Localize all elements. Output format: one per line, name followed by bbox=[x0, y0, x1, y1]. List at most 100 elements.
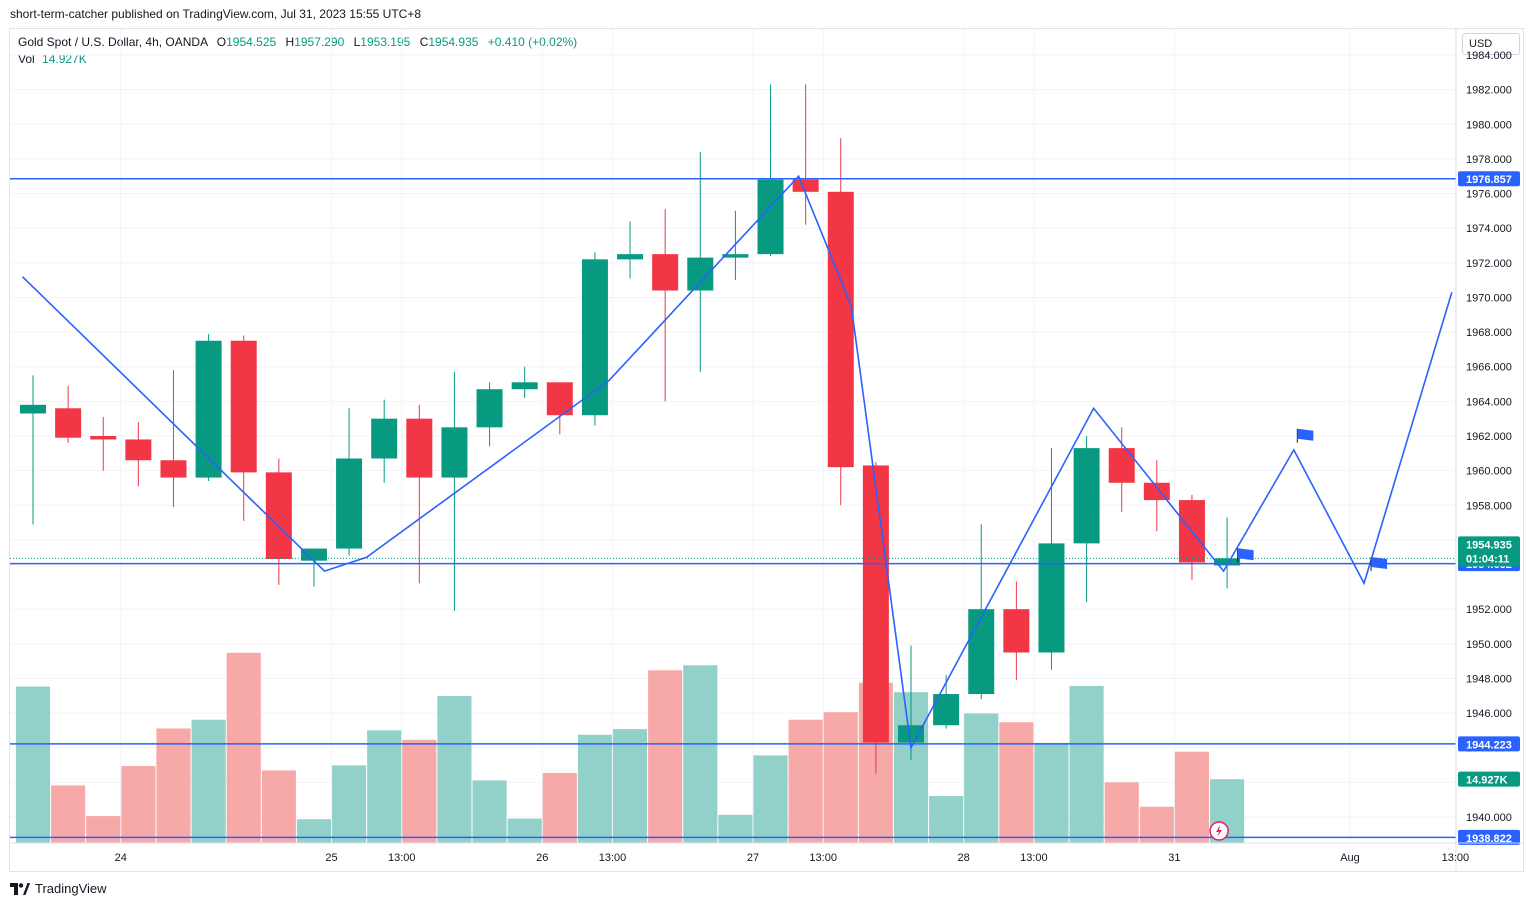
volume-bar bbox=[753, 755, 788, 843]
candle-body bbox=[265, 472, 292, 559]
candle-body bbox=[617, 254, 644, 260]
y-axis: 1940.0001942.0001944.0001946.0001948.000… bbox=[1466, 50, 1512, 824]
price-tag-box bbox=[1458, 829, 1520, 845]
y-tick-label: 1950.000 bbox=[1466, 639, 1512, 651]
volume-bar bbox=[367, 730, 402, 843]
price-tag-box bbox=[1458, 536, 1520, 567]
volume-value: 14.927K bbox=[42, 52, 87, 66]
y-tick-label: 1978.000 bbox=[1466, 154, 1512, 166]
y-tick-label: 1976.000 bbox=[1466, 189, 1512, 201]
tradingview-logo-icon bbox=[10, 882, 30, 895]
volume-bar bbox=[999, 722, 1034, 843]
brand-label: TradingView bbox=[35, 881, 107, 896]
volume-bar bbox=[1034, 742, 1069, 843]
volume-bar bbox=[261, 770, 296, 843]
price-tag-label: 1954.935 bbox=[1466, 539, 1512, 551]
volume-bar bbox=[402, 739, 437, 843]
zigzag-projection bbox=[21, 174, 1453, 751]
x-tick-label: 26 bbox=[536, 852, 548, 864]
volume-bar bbox=[648, 670, 683, 843]
symbol-title[interactable]: Gold Spot / U.S. Dollar, 4h, OANDA bbox=[18, 35, 208, 49]
volume-bar bbox=[296, 819, 332, 843]
volume-legend: Vol 14.927K bbox=[18, 52, 87, 66]
ohlc-legend: Gold Spot / U.S. Dollar, 4h, OANDA O1954… bbox=[18, 35, 577, 49]
candle-body bbox=[827, 191, 854, 468]
volume-bar bbox=[191, 719, 226, 843]
price-tag-label: 1944.223 bbox=[1466, 739, 1512, 751]
candles bbox=[20, 84, 1241, 774]
y-tick-label: 1972.000 bbox=[1466, 258, 1512, 270]
volume-bar bbox=[121, 766, 156, 843]
volume-bar bbox=[332, 765, 367, 843]
candle-body bbox=[898, 725, 924, 743]
volume-bar bbox=[683, 665, 718, 843]
y-tick-label: 1968.000 bbox=[1466, 327, 1512, 339]
y-tick-label: 1980.000 bbox=[1466, 119, 1512, 131]
volume-bar bbox=[86, 816, 121, 843]
price-tag-box bbox=[1458, 171, 1520, 187]
volume-bar bbox=[507, 818, 542, 843]
x-tick-label: 13:00 bbox=[388, 852, 416, 864]
volume-bar bbox=[15, 686, 51, 843]
y-tick-label: 1946.000 bbox=[1466, 708, 1512, 720]
currency-selector[interactable]: USD bbox=[1462, 33, 1520, 55]
price-tag-label: 01:04:11 bbox=[1466, 553, 1509, 565]
volume-bar bbox=[542, 772, 577, 843]
volume-bar bbox=[964, 713, 999, 843]
candle-body bbox=[476, 389, 503, 428]
y-tick-label: 1974.000 bbox=[1466, 223, 1512, 235]
x-tick-label: 13:00 bbox=[599, 852, 627, 864]
y-tick-label: 1958.000 bbox=[1466, 500, 1512, 512]
close-label: C bbox=[419, 35, 429, 49]
volume-bar bbox=[577, 734, 612, 843]
flags bbox=[1237, 428, 1388, 571]
price-tag-label: 1938.822 bbox=[1466, 833, 1512, 845]
flag-icon bbox=[1371, 556, 1388, 569]
volume-bar bbox=[612, 729, 648, 843]
high-label: H bbox=[285, 35, 295, 49]
candle-body bbox=[406, 418, 433, 478]
candle-body bbox=[1143, 482, 1170, 501]
candle-body bbox=[1108, 448, 1135, 483]
y-tick-label: 1964.000 bbox=[1466, 396, 1512, 408]
x-tick-label: 24 bbox=[115, 852, 127, 864]
candle-body bbox=[1003, 609, 1030, 653]
candle-body bbox=[90, 436, 117, 440]
x-tick-label: 13:00 bbox=[1020, 852, 1048, 864]
publish-line: short-term-catcher published on TradingV… bbox=[10, 7, 421, 21]
candle-body bbox=[687, 257, 714, 291]
change-value: +0.410 (+0.02%) bbox=[487, 35, 578, 49]
candle-body bbox=[441, 427, 468, 478]
candle-body bbox=[371, 418, 398, 459]
volume-bar bbox=[472, 780, 507, 843]
y-tick-label: 1960.000 bbox=[1466, 466, 1512, 478]
volume-bar bbox=[226, 652, 261, 843]
candle-body bbox=[160, 460, 187, 478]
volume-bar bbox=[823, 712, 858, 843]
y-tick-label: 1952.000 bbox=[1466, 604, 1512, 616]
y-tick-label: 1962.000 bbox=[1466, 431, 1512, 443]
volume-bar bbox=[788, 719, 823, 843]
x-tick-label: Aug bbox=[1340, 852, 1360, 864]
candle-body bbox=[230, 340, 257, 473]
x-tick-label: 31 bbox=[1168, 852, 1180, 864]
volume-label[interactable]: Vol bbox=[18, 52, 35, 66]
y-tick-label: 1966.000 bbox=[1466, 362, 1512, 374]
flag-icon bbox=[1237, 548, 1254, 561]
volume-bar bbox=[1174, 751, 1210, 843]
price-tag-box bbox=[1458, 771, 1520, 787]
volume-bar bbox=[437, 695, 472, 843]
candle-body bbox=[792, 179, 819, 192]
volume-bar bbox=[1104, 782, 1139, 843]
open-value: 1954.525 bbox=[226, 35, 277, 49]
candle-body bbox=[1214, 558, 1241, 566]
y-tick-label: 1948.000 bbox=[1466, 673, 1512, 685]
candle-body bbox=[336, 458, 363, 549]
volume-bar bbox=[718, 814, 753, 843]
low-label: L bbox=[353, 35, 361, 49]
candle-body bbox=[581, 259, 608, 416]
x-axis: 24 25 13:00 26 13:00 27 13:00 28 13:00 31 Aug 13:00 bbox=[115, 852, 1469, 864]
chart-frame bbox=[9, 28, 1524, 872]
candle-body bbox=[300, 548, 327, 561]
